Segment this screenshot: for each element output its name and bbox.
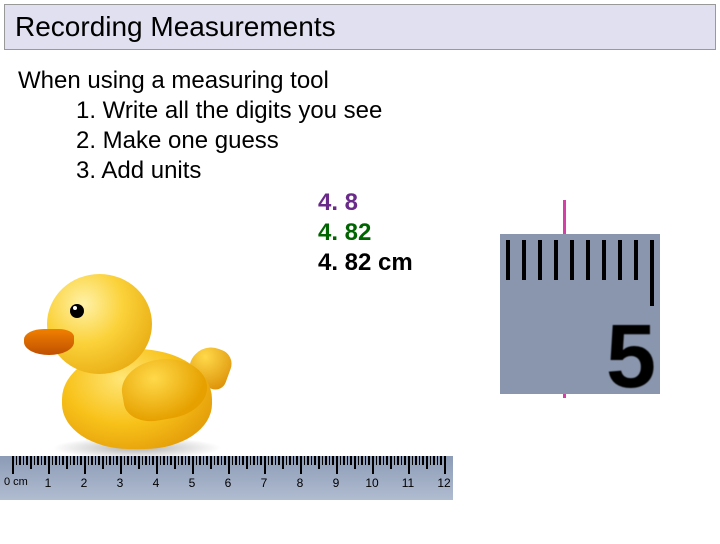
ruler-label-4: 4 [153, 476, 160, 490]
ruler-label-1: 1 [45, 476, 52, 490]
slide-title: Recording Measurements [15, 11, 705, 43]
ruler-label-5: 5 [189, 476, 196, 490]
step-1: 1. Write all the digits you see [18, 96, 702, 126]
ruler-label-9: 9 [333, 476, 340, 490]
ruler-label-3: 3 [117, 476, 124, 490]
ruler-closeup: 5 [500, 234, 660, 394]
rubber-duck-illustration [12, 239, 242, 459]
intro-text: When using a measuring tool [18, 66, 702, 96]
ruler-label-10: 10 [365, 476, 378, 490]
closeup-number: 5 [606, 312, 656, 402]
ruler-label-11: 11 [402, 476, 414, 490]
ruler-label-6: 6 [225, 476, 232, 490]
step-3: 3. Add units [18, 156, 702, 186]
ruler-label-2: 2 [81, 476, 88, 490]
ruler-label-8: 8 [297, 476, 304, 490]
ruler-unit-label: 0 cm [4, 476, 28, 488]
title-bar: Recording Measurements [4, 4, 716, 50]
ruler-label-12: 12 [437, 476, 450, 490]
bottom-ruler: 0 cm123456789101112 [0, 456, 453, 500]
value-digits: 4. 8 [318, 188, 702, 218]
step-2: 2. Make one guess [18, 126, 702, 156]
ruler-label-7: 7 [261, 476, 268, 490]
